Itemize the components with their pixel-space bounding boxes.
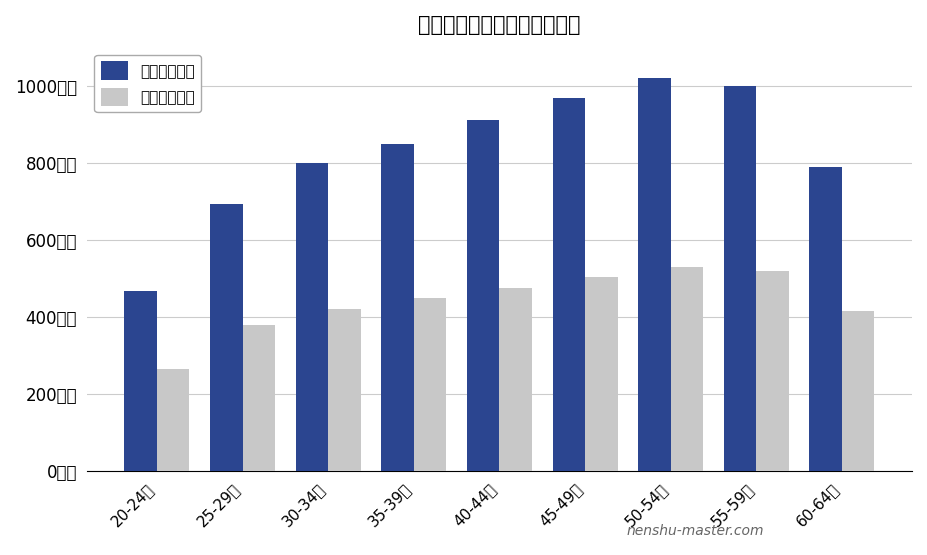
Bar — [467, 120, 500, 471]
Bar — [413, 299, 446, 471]
Bar — [500, 288, 532, 471]
Bar — [210, 204, 243, 471]
Bar — [124, 291, 157, 471]
Legend: 想定平均年収, 全国平均年収: 想定平均年収, 全国平均年収 — [95, 56, 201, 113]
Bar — [809, 167, 842, 471]
Bar — [671, 267, 704, 471]
Title: 江崎グリコの年齢別平均年収: 江崎グリコの年齢別平均年収 — [418, 15, 580, 35]
Bar — [381, 144, 413, 471]
Bar — [157, 369, 189, 471]
Bar — [328, 309, 361, 471]
Bar — [756, 271, 789, 471]
Bar — [638, 78, 671, 471]
Bar — [243, 325, 275, 471]
Bar — [552, 98, 585, 471]
Bar — [842, 311, 874, 471]
Bar — [585, 278, 617, 471]
Bar — [724, 86, 756, 471]
Bar — [296, 163, 328, 471]
Text: nenshu-master.com: nenshu-master.com — [627, 524, 764, 538]
